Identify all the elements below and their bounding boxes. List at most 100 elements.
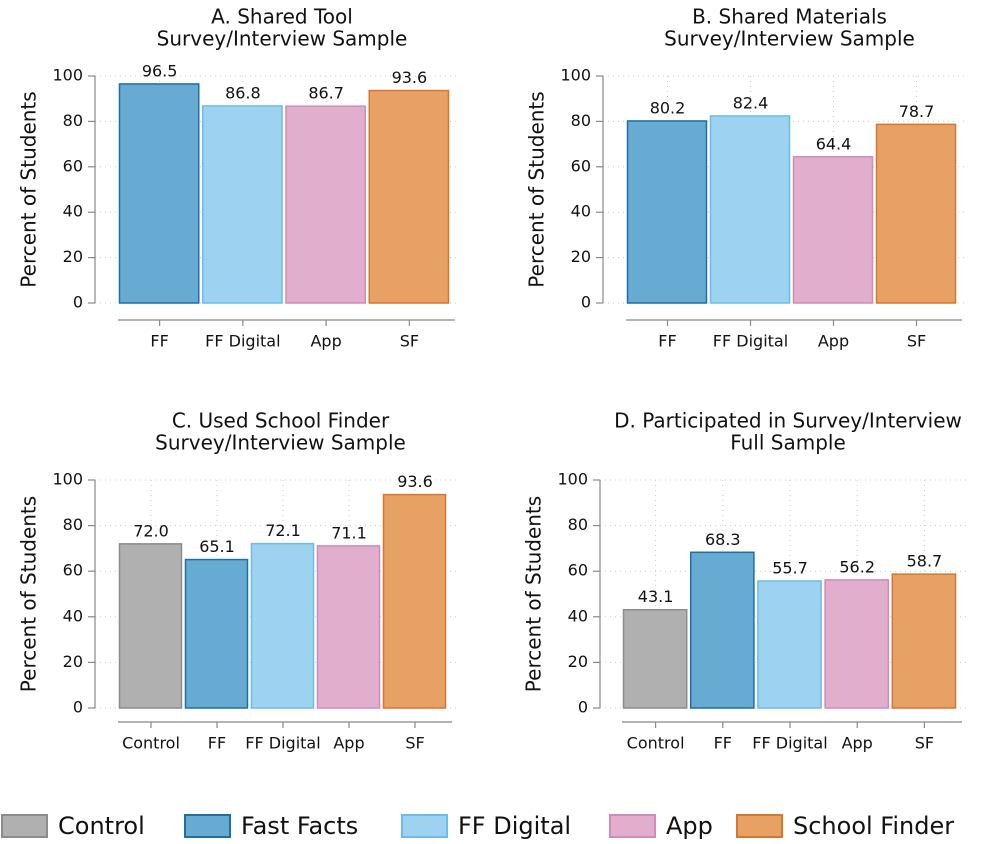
value-label: 82.4	[733, 93, 769, 112]
y-tick-label: 60	[63, 561, 83, 580]
y-tick-label: 80	[63, 111, 83, 130]
bar	[250, 542, 315, 709]
value-label: 64.4	[816, 134, 852, 153]
legend-swatch	[1, 814, 48, 838]
chart-subtitle: Survey/Interview Sample	[155, 431, 406, 455]
bar	[118, 83, 200, 304]
x-tick-label: App	[818, 332, 849, 351]
y-tick-label: 60	[568, 561, 588, 580]
y-tick-label: 80	[571, 111, 591, 130]
y-tick-label: 0	[73, 293, 83, 312]
bar	[202, 105, 283, 304]
legend-label: App	[666, 812, 713, 840]
bar	[824, 579, 890, 709]
x-tick-label: SF	[405, 734, 424, 753]
value-label: 55.7	[772, 559, 808, 578]
x-tick-label: App	[333, 734, 364, 753]
bar	[709, 115, 791, 304]
value-label: 96.5	[142, 61, 178, 80]
y-axis-title: Percent of Students	[522, 496, 546, 692]
chart-subtitle: Full Sample	[730, 431, 846, 455]
legend-swatch	[184, 814, 231, 838]
x-tick-label: FF	[150, 332, 168, 351]
value-label: 93.6	[392, 68, 428, 87]
bar	[285, 105, 366, 304]
bar	[875, 123, 957, 304]
chart-title: D. Participated in Survey/Interview	[614, 409, 962, 433]
y-tick-label: 80	[63, 515, 83, 534]
y-tick-label: 40	[63, 202, 83, 221]
bar	[382, 493, 447, 709]
value-label: 86.8	[225, 83, 261, 102]
bar	[757, 580, 822, 709]
value-label: 72.1	[265, 521, 301, 540]
value-label: 56.2	[839, 557, 875, 576]
value-label: 68.3	[705, 530, 741, 549]
x-tick-label: FF Digital	[713, 332, 788, 351]
value-label: 86.7	[308, 84, 344, 103]
y-tick-label: 20	[63, 652, 83, 671]
value-label: 78.7	[899, 102, 935, 121]
y-tick-label: 100	[52, 470, 83, 489]
y-tick-label: 40	[63, 606, 83, 625]
bar	[184, 558, 249, 709]
x-tick-label: FF Digital	[752, 734, 827, 753]
legend-label: Control	[58, 812, 145, 840]
x-tick-label: FF	[658, 332, 676, 351]
x-tick-label: SF	[400, 332, 419, 351]
x-tick-label: FF Digital	[205, 332, 280, 351]
value-label: 72.0	[133, 521, 169, 540]
y-tick-label: 20	[63, 247, 83, 266]
x-tick-label: SF	[907, 332, 926, 351]
legend-swatch	[609, 814, 656, 838]
y-tick-label: 0	[578, 698, 588, 717]
value-label: 65.1	[199, 537, 235, 556]
y-tick-label: 100	[557, 470, 588, 489]
x-tick-label: FF	[208, 734, 226, 753]
y-tick-label: 40	[568, 606, 588, 625]
x-tick-label: FF	[714, 734, 732, 753]
legend-swatch	[736, 814, 783, 838]
chart-title: B. Shared Materials	[692, 5, 887, 29]
y-tick-label: 100	[560, 66, 591, 85]
value-label: 43.1	[638, 587, 674, 606]
y-axis-title: Percent of Students	[17, 91, 41, 287]
y-tick-label: 0	[581, 293, 591, 312]
legend-label: FF Digital	[458, 812, 571, 840]
y-axis-title: Percent of Students	[17, 496, 41, 692]
bar	[891, 573, 957, 709]
value-label: 80.2	[650, 98, 686, 117]
chart-title: C. Used School Finder	[172, 409, 390, 433]
bar	[368, 89, 450, 304]
y-tick-label: 60	[63, 156, 83, 175]
legend-label: School Finder	[793, 812, 954, 840]
y-tick-label: 80	[568, 515, 588, 534]
legend-label: Fast Facts	[241, 812, 358, 840]
y-tick-label: 40	[571, 202, 591, 221]
y-tick-label: 20	[568, 652, 588, 671]
bar	[626, 120, 708, 304]
x-tick-label: SF	[915, 734, 934, 753]
chart-subtitle: Survey/Interview Sample	[664, 27, 915, 51]
bar	[689, 551, 755, 709]
y-axis-title: Percent of Students	[525, 91, 549, 287]
bar	[622, 608, 688, 709]
x-tick-label: App	[310, 332, 341, 351]
legend-swatch	[401, 814, 448, 838]
y-tick-label: 100	[52, 66, 83, 85]
x-tick-label: Control	[627, 734, 685, 753]
x-tick-label: FF Digital	[245, 734, 320, 753]
y-tick-label: 20	[571, 247, 591, 266]
x-tick-label: Control	[122, 734, 180, 753]
value-label: 71.1	[331, 523, 367, 542]
bar	[118, 543, 183, 709]
value-label: 58.7	[907, 552, 943, 571]
bar	[792, 156, 874, 304]
bar	[316, 545, 381, 709]
x-tick-label: App	[842, 734, 873, 753]
chart-title: A. Shared Tool	[211, 5, 353, 29]
value-label: 93.6	[397, 472, 433, 491]
chart-subtitle: Survey/Interview Sample	[157, 27, 408, 51]
y-tick-label: 60	[571, 156, 591, 175]
